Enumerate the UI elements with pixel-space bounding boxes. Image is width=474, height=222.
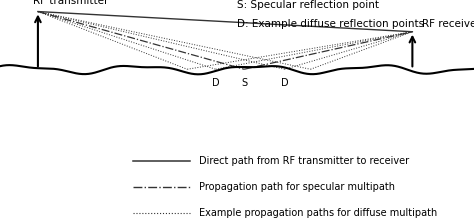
Text: D: D	[212, 78, 219, 88]
Text: Propagation path for specular multipath: Propagation path for specular multipath	[199, 182, 395, 192]
Text: D: D	[281, 78, 288, 88]
Text: Example propagation paths for diffuse multipath: Example propagation paths for diffuse mu…	[199, 208, 438, 218]
Text: RF transmitter: RF transmitter	[33, 0, 109, 6]
Text: RF receiver: RF receiver	[422, 19, 474, 29]
Text: S: Specular reflection point: S: Specular reflection point	[237, 0, 379, 10]
Text: Direct path from RF transmitter to receiver: Direct path from RF transmitter to recei…	[199, 156, 409, 166]
Text: S: S	[241, 78, 247, 88]
Text: D: Example diffuse reflection points: D: Example diffuse reflection points	[237, 19, 424, 29]
